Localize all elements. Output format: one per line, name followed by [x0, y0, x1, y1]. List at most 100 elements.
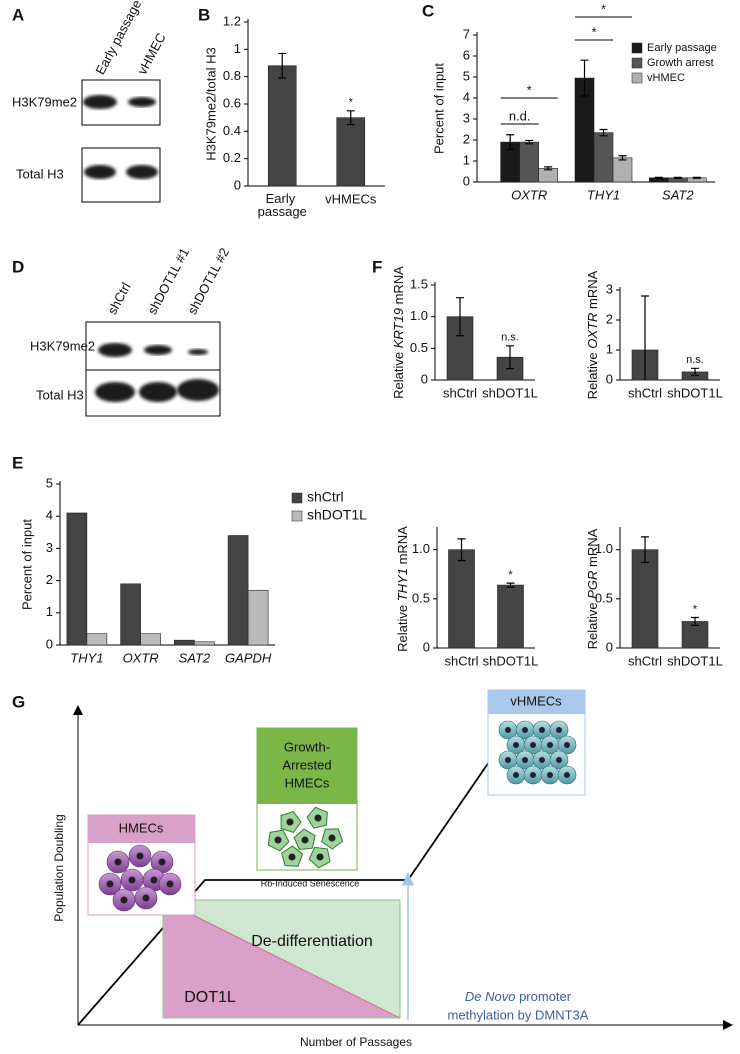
- x-tick-label: shDOT1L: [483, 653, 539, 668]
- y-tick-label: 4: [46, 508, 53, 523]
- nucleus: [556, 727, 562, 733]
- x-tick-label: shCtrl: [443, 385, 477, 400]
- nucleus: [513, 742, 519, 748]
- panel-label: C: [422, 1, 434, 20]
- panel-label: A: [12, 5, 24, 24]
- x-tick-label: SAT2: [179, 650, 211, 665]
- y-tick-label: 3: [606, 281, 613, 296]
- bar: [227, 535, 249, 646]
- y-axis-label: Relative OXTR mRNA: [585, 270, 600, 399]
- bracket-label: *: [591, 24, 596, 39]
- error-bar: [641, 295, 649, 380]
- text: Relative: [391, 352, 406, 399]
- y-tick-label: 3: [463, 110, 470, 125]
- bar: [612, 157, 633, 183]
- bar: [247, 589, 269, 646]
- region-label: DOT1L: [184, 989, 236, 1006]
- bar: [174, 639, 195, 646]
- error-bar: [456, 297, 464, 337]
- lane-label: shDOT1L #1: [144, 245, 192, 317]
- box-title: Arrested: [282, 757, 331, 772]
- text: mRNA: [585, 528, 600, 567]
- y-tick-label: 7: [463, 26, 470, 41]
- error-bar: [692, 176, 701, 179]
- y-tick-label: 5: [46, 475, 53, 490]
- nucleus: [314, 814, 322, 822]
- gene: KRT19: [391, 308, 406, 348]
- x-tick-label: shCtrl: [445, 653, 479, 668]
- bar: [194, 641, 215, 646]
- text: mRNA: [391, 266, 406, 305]
- bar: [519, 141, 539, 183]
- legend-label: Early passage: [647, 42, 717, 54]
- error-bar: [691, 367, 699, 377]
- row-label: Total H3: [36, 387, 84, 402]
- y-tick-label: 0.2: [223, 150, 241, 165]
- nucleus: [564, 742, 570, 748]
- y-tick-label: 1: [463, 152, 470, 167]
- y-tick-label: 0.8: [223, 68, 241, 83]
- x-tick-label: OXTR: [511, 187, 547, 202]
- blot-band: [126, 165, 158, 179]
- axis-label: Number of Passages: [300, 1035, 412, 1049]
- row-label: Total H3: [16, 166, 64, 181]
- bar: [120, 583, 141, 646]
- significance: n.s.: [501, 332, 519, 344]
- nucleus: [142, 894, 150, 902]
- nucleus: [120, 896, 128, 904]
- x-tick-label: vHMECs: [325, 191, 377, 206]
- error-bar: [506, 582, 515, 588]
- nucleus: [530, 742, 536, 748]
- blot-band: [95, 382, 135, 402]
- bar: [86, 633, 108, 646]
- error-bar: [457, 538, 466, 562]
- y-axis-label: Percent of input: [19, 519, 34, 610]
- axis-label: Population Doubling: [52, 814, 66, 921]
- significance: *: [349, 97, 354, 109]
- nucleus: [136, 852, 144, 860]
- lane-label: vHMEC: [134, 30, 168, 77]
- lane-label: shCtrl: [104, 280, 133, 317]
- nucleus: [301, 836, 309, 844]
- y-tick-label: 0: [463, 173, 470, 188]
- methylation-label: De Novo promoter: [465, 989, 572, 1004]
- y-axis-label: Relative THY1 mRNA: [395, 526, 410, 652]
- box-header: [488, 690, 585, 714]
- x-tick-label: shCtrl: [628, 653, 662, 668]
- bracket-label: *: [527, 82, 532, 97]
- y-tick-label: 0.4: [223, 123, 241, 138]
- significance: *: [693, 603, 698, 615]
- nucleus: [556, 757, 562, 763]
- box-title: HMECs: [119, 820, 164, 835]
- panel-label: B: [198, 5, 210, 24]
- bar: [631, 549, 659, 649]
- y-tick-label: 5: [463, 68, 470, 83]
- y-tick-label: 6: [463, 47, 470, 62]
- legend-label: vHMEC: [647, 72, 685, 84]
- y-tick-label: 2: [463, 131, 470, 146]
- nucleus: [530, 772, 536, 778]
- bar: [140, 633, 161, 646]
- y-tick-label: 1: [46, 604, 53, 619]
- nucleus: [114, 858, 122, 866]
- row-label: H3K79me2: [30, 338, 95, 353]
- error-bar: [580, 59, 589, 97]
- panel-label: G: [12, 692, 25, 711]
- nucleus: [316, 853, 324, 861]
- blot-band: [188, 349, 208, 355]
- y-tick-label: 1.0: [595, 541, 613, 556]
- y-tick-label: 0.6: [223, 95, 241, 110]
- text: mRNA: [395, 526, 410, 565]
- x-tick-label: shCtrl: [628, 385, 662, 400]
- nucleus: [547, 772, 553, 778]
- bar: [336, 117, 366, 187]
- significance: n.s.: [686, 354, 704, 366]
- nucleus: [522, 757, 528, 763]
- row-label: H3K79me2: [12, 94, 77, 109]
- text: promoter: [519, 989, 572, 1004]
- blot-band: [177, 379, 219, 401]
- box-header: [257, 728, 357, 804]
- x-tick-label: THY1: [70, 650, 103, 665]
